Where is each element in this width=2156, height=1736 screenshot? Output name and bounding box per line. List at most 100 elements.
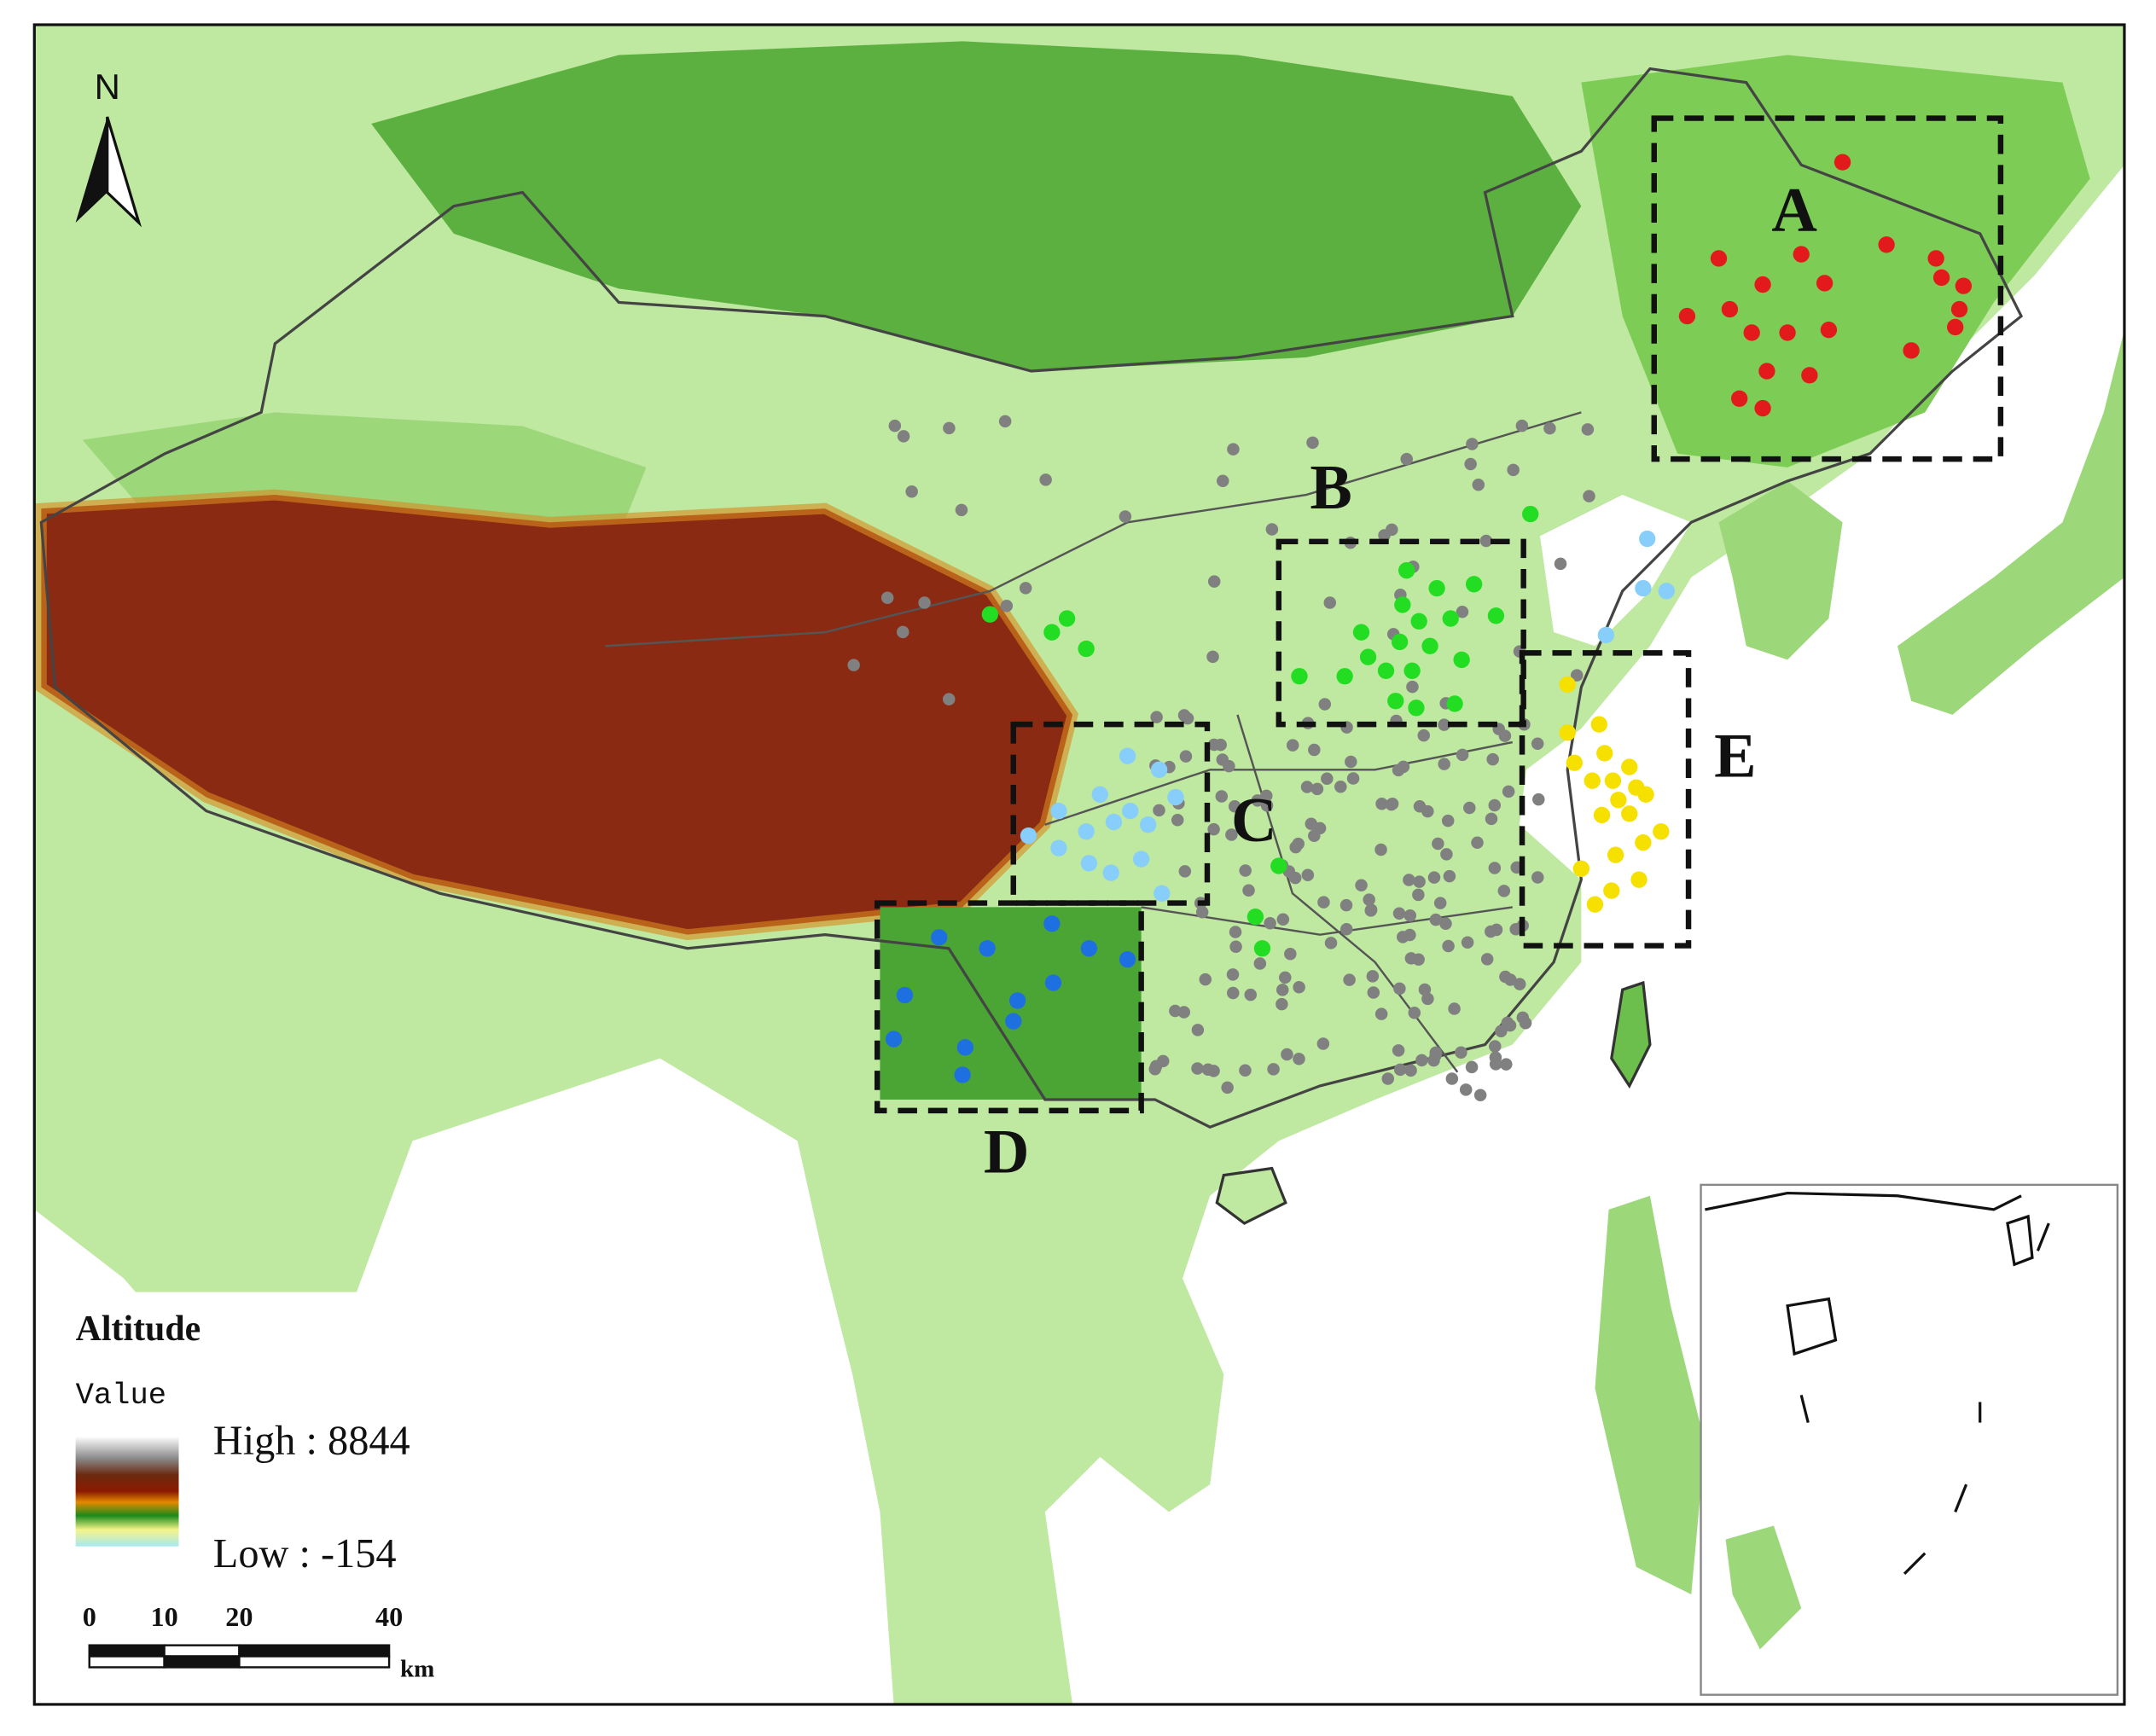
station-gray — [1229, 940, 1242, 953]
box-a — [1651, 115, 2004, 462]
station-gray — [1507, 463, 1520, 477]
station-dot — [1394, 596, 1411, 613]
station-gray — [1253, 957, 1267, 970]
station-gray — [943, 421, 956, 435]
region-label: A — [1771, 176, 1817, 246]
station-dot — [1410, 613, 1427, 630]
station-dot — [1487, 607, 1505, 624]
station-dot — [1091, 786, 1108, 803]
station-gray — [1374, 843, 1387, 856]
inset-coast — [1705, 1191, 2022, 1211]
station-gray — [1306, 436, 1319, 450]
station-dot — [1597, 626, 1615, 644]
station-dot — [1635, 579, 1652, 597]
arrow-left — [75, 116, 108, 224]
station-gray — [1225, 828, 1238, 841]
taiwan — [1610, 980, 1652, 1089]
station-dot — [1793, 246, 1810, 263]
station-dot — [1653, 823, 1670, 840]
station-gray — [1445, 1072, 1459, 1085]
station-gray — [1480, 953, 1494, 966]
box-d — [874, 900, 1144, 1114]
station-dot — [1122, 802, 1139, 820]
station-gray — [1343, 973, 1356, 986]
station-gray — [1466, 438, 1479, 450]
north-arrow: N — [75, 67, 142, 228]
scale-segment — [163, 1644, 241, 1658]
region-label: D — [984, 1117, 1030, 1187]
station-dot — [979, 940, 996, 957]
station-dot — [1005, 1013, 1022, 1030]
station-gray — [1459, 1083, 1473, 1096]
station-gray — [1318, 698, 1332, 711]
korea — [1718, 480, 1843, 660]
station-dot — [1610, 792, 1627, 809]
north-label: N — [95, 67, 120, 107]
legend-subtitle: Value — [76, 1378, 166, 1413]
station-dot — [1140, 816, 1157, 833]
station-gray — [1310, 782, 1324, 796]
scale-segment — [88, 1655, 166, 1669]
station-dot — [1816, 275, 1833, 292]
station-dot — [1408, 700, 1425, 717]
station-dot — [1058, 610, 1076, 627]
station-gray — [1488, 798, 1502, 812]
station-gray — [1374, 1007, 1388, 1020]
scale-tick-label: 0 — [83, 1601, 96, 1632]
station-gray — [1181, 711, 1194, 725]
station-dot — [1050, 802, 1067, 820]
station-dot — [1043, 915, 1061, 932]
station-gray — [1276, 997, 1288, 1011]
station-gray — [1345, 755, 1357, 769]
station-gray — [1515, 419, 1529, 433]
station-dot — [1743, 324, 1760, 341]
station-dot — [1950, 300, 1968, 318]
northeast-forest — [1581, 55, 2090, 467]
station-gray — [1417, 729, 1430, 742]
station-gray — [897, 430, 910, 443]
station-gray — [1439, 917, 1452, 931]
station-gray — [1499, 970, 1512, 984]
station-dot — [1336, 668, 1353, 685]
station-gray — [1251, 794, 1264, 807]
station-gray — [1461, 936, 1474, 949]
station-gray — [1543, 421, 1556, 435]
legend-title: Altitude — [76, 1309, 201, 1349]
station-gray — [1242, 884, 1255, 897]
station-dot — [1080, 940, 1098, 957]
station-gray — [1413, 875, 1426, 888]
station-dot — [1359, 648, 1377, 665]
station-gray — [1340, 923, 1353, 936]
station-dot — [1078, 640, 1095, 658]
station-dot — [1630, 871, 1648, 888]
station-gray — [1473, 1089, 1487, 1101]
station-gray — [1392, 907, 1406, 920]
station-gray — [1317, 896, 1330, 909]
station-gray — [1531, 871, 1544, 884]
station-gray — [1334, 781, 1347, 793]
station-gray — [1403, 874, 1415, 886]
station-gray — [1386, 797, 1399, 810]
station-gray — [905, 485, 918, 498]
station-gray — [1279, 971, 1292, 984]
station-gray — [1479, 534, 1493, 548]
station-gray — [1346, 772, 1360, 785]
station-dot — [1119, 747, 1136, 764]
station-dot — [931, 929, 948, 946]
station-gray — [880, 591, 894, 605]
station-gray — [1489, 1040, 1502, 1053]
station-dot — [1020, 827, 1037, 845]
station-gray — [1489, 1058, 1502, 1071]
station-gray — [1000, 599, 1014, 613]
station-dot — [1253, 940, 1271, 957]
station-dot — [1102, 864, 1119, 881]
station-gray — [888, 419, 902, 433]
tibet-plateau — [41, 495, 1073, 935]
station-gray — [1289, 840, 1302, 854]
scale-segment — [88, 1644, 166, 1658]
station-dot — [1927, 250, 1944, 267]
station-gray — [1284, 947, 1297, 961]
station-gray — [1497, 885, 1511, 897]
region-label: B — [1310, 453, 1351, 523]
scale-segment — [163, 1655, 241, 1669]
